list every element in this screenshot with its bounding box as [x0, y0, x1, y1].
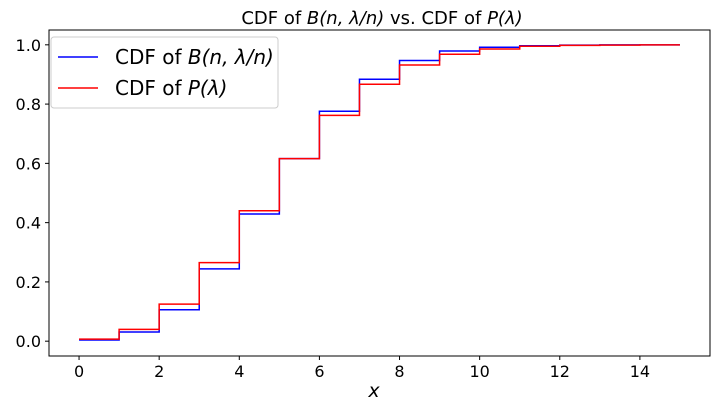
x-tick-label: 0 [74, 362, 84, 381]
ticks-layer: 0 2 4 6 8 10 12 14 0.0 0.2 0.4 0.6 0.8 1.0 [16, 36, 651, 381]
y-tick-label: 0.8 [16, 95, 41, 114]
chart-title-left-math: B(n, λ/n) [307, 8, 384, 29]
legend-label-poisson-math: P(λ) [188, 76, 228, 100]
x-axis-label: x [367, 380, 380, 402]
plot-frame [48, 29, 711, 357]
series-line-poisson [79, 44, 680, 340]
x-tick-label: 12 [550, 362, 570, 381]
y-tick-label: 0.6 [16, 154, 41, 173]
legend-label-binomial-prefix: CDF of [115, 45, 188, 69]
y-tick-label: 1.0 [16, 36, 41, 55]
y-tick-label: 0.4 [16, 214, 41, 233]
x-tick-label: 10 [469, 362, 489, 381]
x-tick-label: 8 [394, 362, 404, 381]
x-tick-label: 14 [630, 362, 650, 381]
x-tick-label: 2 [154, 362, 164, 381]
y-tick-label: 0.0 [16, 332, 41, 351]
series-layer [79, 44, 680, 341]
legend-box [50, 36, 279, 109]
chart-title-middle: vs. CDF of [384, 8, 487, 29]
chart-title-right-math: P(λ) [487, 8, 523, 29]
x-tick-label: 4 [234, 362, 244, 381]
legend: CDF of B(n, λ/n) CDF of P(λ) [50, 36, 279, 109]
chart-title: CDF of B(n, λ/n) vs. CDF of P(λ) [241, 8, 522, 29]
legend-label-poisson: CDF of P(λ) [115, 76, 227, 100]
legend-label-poisson-prefix: CDF of [115, 76, 188, 100]
y-tick-label: 0.2 [16, 273, 41, 292]
legend-label-binomial-math: B(n, λ/n) [188, 45, 274, 69]
legend-label-binomial: CDF of B(n, λ/n) [115, 45, 274, 69]
x-tick-label: 6 [314, 362, 324, 381]
chart-title-prefix: CDF of [241, 8, 307, 29]
